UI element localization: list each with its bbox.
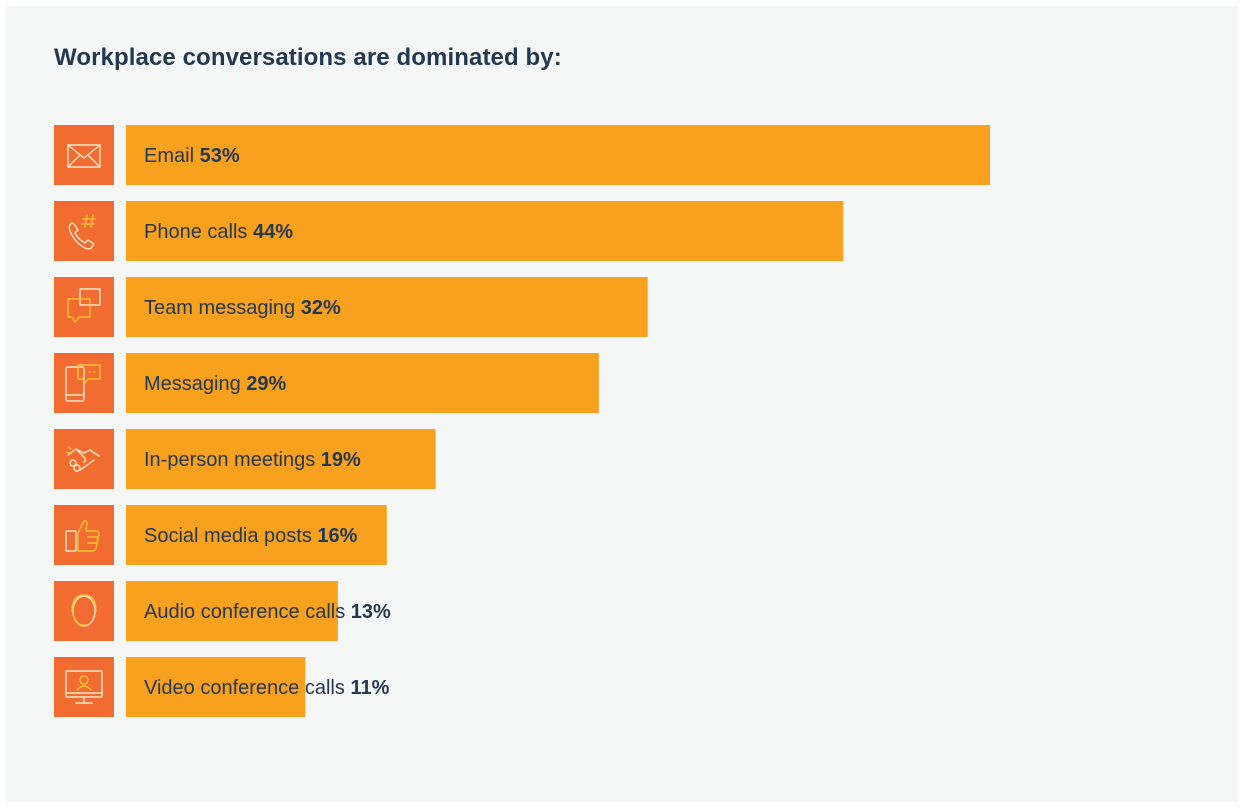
- value-label: 44%: [253, 221, 293, 243]
- bar: [126, 125, 990, 185]
- category-label: Email: [144, 145, 200, 167]
- category-label: Social media posts: [144, 525, 317, 547]
- bar: [126, 581, 338, 641]
- icon-tile: [54, 277, 114, 337]
- icon-tile: [54, 581, 114, 641]
- bar-label: Team messaging 32%: [144, 297, 341, 319]
- icon-tile: [54, 201, 114, 261]
- value-label: 29%: [246, 373, 286, 395]
- value-label: 13%: [351, 601, 391, 623]
- bar-label: In-person meetings 19%: [144, 449, 361, 471]
- video-monitor-icon: [65, 670, 103, 704]
- category-label: Messaging: [144, 373, 246, 395]
- value-label: 32%: [301, 297, 341, 319]
- bar: [126, 277, 648, 337]
- bar-label: Video conference calls 11%: [144, 677, 390, 699]
- handshake-icon: [65, 446, 100, 472]
- bar-label: Messaging 29%: [144, 373, 287, 395]
- icon-tile: [54, 505, 114, 565]
- category-label: Video conference calls: [144, 677, 350, 699]
- bar: [126, 353, 599, 413]
- bar: [126, 505, 387, 565]
- icon-tile: [54, 125, 114, 185]
- category-label: Phone calls: [144, 221, 253, 243]
- phone-hash-icon: [68, 214, 96, 250]
- bar-label: Audio conference calls 13%: [144, 601, 391, 623]
- thumbs-up-phone-icon: [65, 520, 100, 552]
- bar: [126, 201, 844, 261]
- chart-title: Workplace conversations are dominated by…: [54, 44, 562, 71]
- bar: [126, 429, 436, 489]
- icon-tile: [54, 429, 114, 489]
- mobile-message-icon: [65, 364, 101, 402]
- category-label: Audio conference calls: [144, 601, 351, 623]
- category-label: Team messaging: [144, 297, 301, 319]
- value-label: 53%: [200, 145, 240, 167]
- bar-label: Social media posts 16%: [144, 525, 358, 547]
- value-label: 16%: [317, 525, 357, 547]
- bar-label: Phone calls 44%: [144, 221, 293, 243]
- envelope-icon: [67, 144, 101, 168]
- icon-tile: [54, 657, 114, 717]
- category-label: In-person meetings: [144, 449, 321, 471]
- chat-bubbles-icon: [67, 288, 101, 323]
- value-label: 19%: [321, 449, 361, 471]
- bar-label: Email 53%: [144, 145, 240, 167]
- headset-icon: [71, 594, 97, 627]
- bar: [126, 657, 306, 717]
- value-label: 11%: [350, 677, 389, 699]
